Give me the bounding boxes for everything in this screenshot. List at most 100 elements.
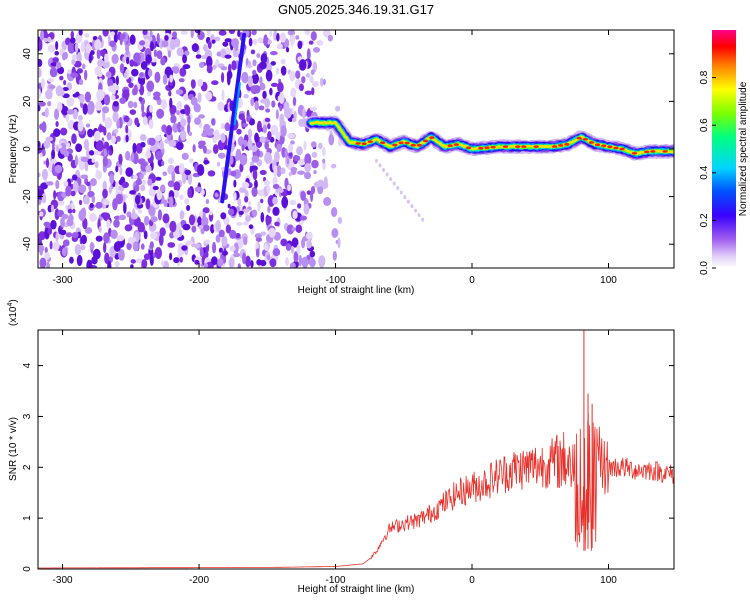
noise-blob xyxy=(212,131,218,144)
noise-blob xyxy=(74,42,79,53)
noise-blob xyxy=(310,69,315,76)
noise-blob xyxy=(278,92,285,104)
noise-blob xyxy=(161,99,167,110)
noise-blob xyxy=(161,260,165,267)
noise-blob xyxy=(243,208,250,213)
noise-blob xyxy=(38,104,41,112)
snr-x-ticks: -300 -200 -100 0 100 xyxy=(53,330,617,586)
noise-blob xyxy=(156,32,160,45)
noise-blob xyxy=(52,141,56,153)
noise-blob xyxy=(109,255,113,263)
noise-blob xyxy=(63,51,69,60)
noise-blob xyxy=(125,134,129,143)
noise-blob xyxy=(169,252,173,261)
noise-blob xyxy=(45,181,54,186)
noise-blob xyxy=(330,163,337,169)
noise-blob xyxy=(293,251,299,263)
noise-blob xyxy=(95,170,103,180)
noise-blob xyxy=(76,68,83,74)
noise-blob xyxy=(247,128,253,140)
noise-blob xyxy=(38,38,43,51)
noise-blob xyxy=(62,239,70,247)
noise-blob xyxy=(190,79,196,89)
ridge-peak-dot xyxy=(484,146,490,149)
noise-blob xyxy=(260,53,268,64)
noise-blob xyxy=(203,123,211,133)
noise-blob xyxy=(296,146,303,156)
ridge-peak-dot xyxy=(410,143,416,147)
colorbar-label: Normalized spectral amplitude xyxy=(738,81,749,216)
noise-blob xyxy=(179,210,185,220)
noise-blob xyxy=(38,146,42,154)
noise-blob xyxy=(300,190,306,201)
noise-blob xyxy=(205,199,210,205)
noise-blob xyxy=(38,88,42,99)
noise-blob xyxy=(251,155,260,163)
noise-blob xyxy=(109,40,116,48)
ridge-peak-dot xyxy=(576,136,582,140)
noise-blob xyxy=(125,150,131,161)
noise-blob xyxy=(236,221,243,226)
colorbar-gradient xyxy=(712,30,736,268)
noise-blob xyxy=(318,255,326,267)
noise-blob xyxy=(311,159,319,169)
y-tick-label: -40 xyxy=(22,237,33,252)
noise-blob xyxy=(178,78,185,83)
ridge-peak-dot xyxy=(416,143,423,147)
noise-blob xyxy=(220,212,227,220)
noise-blob xyxy=(203,159,210,165)
x-tick-label: -200 xyxy=(189,275,209,286)
noise-blob xyxy=(269,258,277,268)
ridge-peak-dot xyxy=(619,147,625,151)
noise-blob xyxy=(178,162,185,175)
noise-blob xyxy=(176,110,180,116)
noise-blob xyxy=(53,190,57,200)
noise-blob xyxy=(316,39,324,46)
noise-blob xyxy=(335,105,341,112)
noise-blob xyxy=(216,161,221,167)
noise-blob xyxy=(285,257,289,267)
noise-blob xyxy=(280,238,288,247)
noise-blob xyxy=(207,170,216,177)
noise-blob xyxy=(270,82,278,88)
noise-blob xyxy=(99,49,107,57)
noise-blob xyxy=(152,145,160,150)
snr-line xyxy=(38,413,674,569)
noise-blob xyxy=(265,216,272,225)
noise-blob xyxy=(199,247,204,258)
noise-blob xyxy=(228,30,236,35)
noise-blob xyxy=(228,63,232,73)
noise-blob xyxy=(245,215,252,222)
snr-y-ticks: 0 1 2 3 4 xyxy=(22,362,674,572)
noise-blob xyxy=(259,76,263,85)
noise-blob xyxy=(323,176,328,185)
noise-blob xyxy=(140,243,145,250)
noise-blob xyxy=(203,239,210,244)
noise-blob xyxy=(305,232,313,240)
noise-blob xyxy=(183,93,189,101)
noise-blob xyxy=(262,124,268,134)
noise-blob xyxy=(69,256,74,264)
noise-blob xyxy=(260,212,265,223)
noise-blob xyxy=(70,190,76,197)
ridge-peak-dot xyxy=(447,144,453,147)
y-tick-label: 0 xyxy=(22,566,33,572)
noise-blob xyxy=(228,208,235,216)
noise-blob xyxy=(180,118,187,127)
noise-blob xyxy=(194,259,200,265)
noise-blob xyxy=(89,242,95,250)
noise-blob xyxy=(39,248,43,256)
noise-blob xyxy=(203,224,210,232)
noise-blob xyxy=(73,60,82,68)
noise-blob xyxy=(47,100,52,107)
noise-blob xyxy=(123,115,130,123)
noise-blob xyxy=(337,237,341,249)
noise-blob xyxy=(145,164,152,173)
trail-blob xyxy=(410,204,414,209)
noise-blob xyxy=(299,215,307,221)
noise-blob xyxy=(273,165,278,177)
noise-blob xyxy=(55,40,59,51)
noise-blob xyxy=(168,196,174,208)
noise-blob xyxy=(135,258,144,264)
noise-blob xyxy=(284,148,288,159)
